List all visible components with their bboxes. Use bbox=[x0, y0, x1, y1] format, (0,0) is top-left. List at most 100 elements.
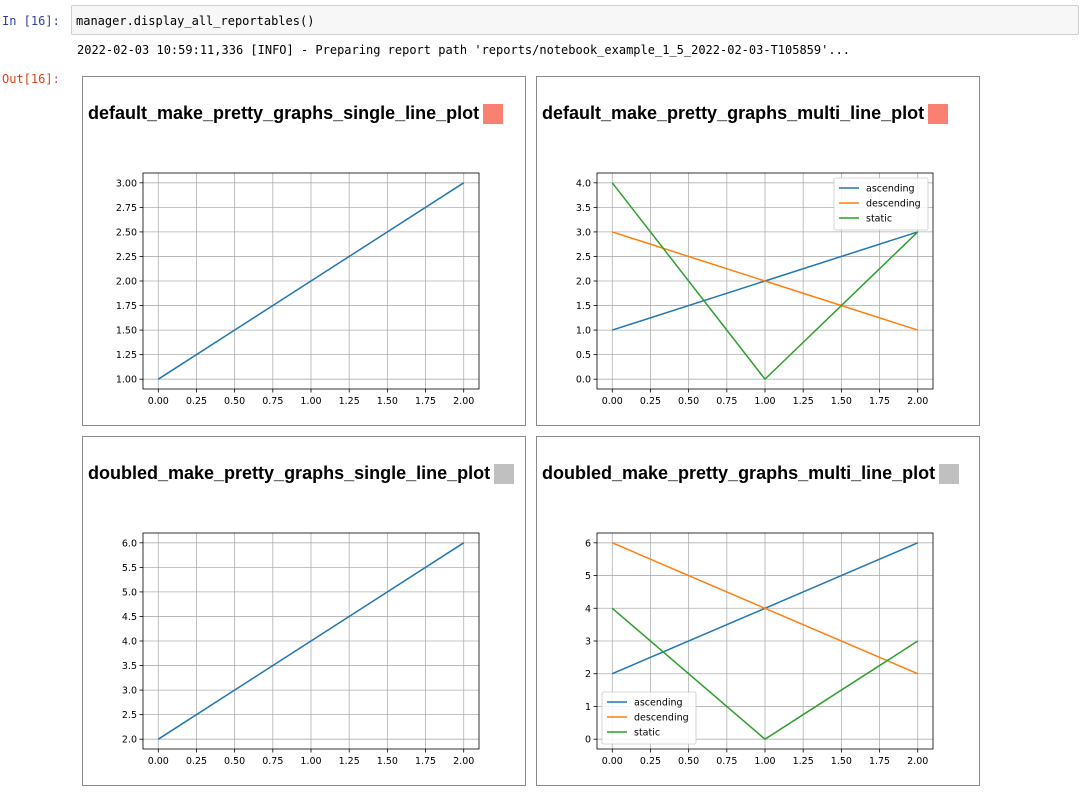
x-tick-label: 1.50 bbox=[377, 396, 398, 407]
y-tick-label: 3 bbox=[585, 637, 591, 648]
panel-doubled-multi: doubled_make_pretty_graphs_multi_line_pl… bbox=[536, 436, 980, 786]
y-tick-label: 4.0 bbox=[122, 637, 137, 648]
panel-title-text: doubled_make_pretty_graphs_multi_line_pl… bbox=[542, 463, 936, 483]
series-line-static bbox=[611, 607, 919, 741]
x-tick-label: 2.00 bbox=[453, 396, 474, 407]
legend-box bbox=[601, 691, 697, 745]
y-tick-label: 2.25 bbox=[116, 252, 137, 263]
x-tick-label: 2.00 bbox=[907, 756, 928, 767]
y-tick-label: 4.5 bbox=[122, 612, 137, 623]
y-tick-label: 5 bbox=[585, 571, 591, 582]
x-tick-label: 0.50 bbox=[224, 756, 245, 767]
x-tick-label: 1.25 bbox=[339, 396, 360, 407]
y-tick-label: 3.5 bbox=[122, 661, 137, 672]
y-tick-label: 0.0 bbox=[576, 375, 591, 386]
status-swatch bbox=[928, 103, 949, 124]
x-tick-label: 1.25 bbox=[793, 756, 814, 767]
out-prompt: Out[16]: bbox=[2, 72, 60, 86]
y-tick-label: 2.0 bbox=[576, 277, 591, 288]
y-tick-label: 0.5 bbox=[576, 350, 591, 361]
x-tick-label: 0.50 bbox=[224, 396, 245, 407]
y-tick-label: 4.0 bbox=[576, 178, 591, 189]
y-tick-label: 3.0 bbox=[576, 227, 591, 238]
x-tick-label: 2.00 bbox=[453, 756, 474, 767]
y-tick-label: 2 bbox=[585, 669, 591, 680]
panel-title: default_make_pretty_graphs_multi_line_pl… bbox=[542, 103, 949, 124]
x-tick-label: 1.00 bbox=[754, 756, 775, 767]
x-tick-label: 0.00 bbox=[148, 396, 169, 407]
panel-title: doubled_make_pretty_graphs_multi_line_pl… bbox=[542, 463, 960, 484]
y-tick-label: 1.0 bbox=[576, 326, 591, 337]
status-swatch bbox=[494, 463, 515, 484]
panel-title: default_make_pretty_graphs_single_line_p… bbox=[88, 103, 504, 124]
chart-doubled-multi: 0.00 0.25 0.50 0.75 1.00 1.25 1.50 1.75 2.00 0 1 2 3… bbox=[585, 532, 934, 767]
legend-label: descending bbox=[866, 199, 921, 210]
panel-default-multi: default_make_pretty_graphs_multi_line_pl… bbox=[536, 76, 980, 426]
x-tick-label: 1.50 bbox=[377, 756, 398, 767]
plot-frame bbox=[142, 532, 480, 750]
y-tick-label: 1.5 bbox=[576, 301, 591, 312]
series-line-static bbox=[611, 182, 919, 381]
x-tick-label: 0.50 bbox=[678, 756, 699, 767]
y-tick-label: 3.5 bbox=[576, 203, 591, 214]
y-tick-label: 1 bbox=[585, 702, 591, 713]
x-tick-label: 0.75 bbox=[262, 756, 283, 767]
y-tick-label: 2.5 bbox=[122, 710, 137, 721]
series-line bbox=[157, 182, 465, 380]
y-tick-label: 2.00 bbox=[116, 277, 137, 288]
code-input[interactable]: manager.display_all_reportables() bbox=[71, 5, 1079, 35]
y-tick-label: 1.75 bbox=[116, 301, 137, 312]
legend-label: ascending bbox=[866, 184, 915, 195]
x-tick-label: 0.00 bbox=[602, 396, 623, 407]
plot-frame bbox=[142, 172, 480, 390]
series-line-descending bbox=[611, 542, 919, 675]
legend-label: ascending bbox=[634, 698, 683, 709]
x-tick-label: 1.75 bbox=[415, 396, 436, 407]
status-swatch bbox=[939, 463, 960, 484]
y-tick-label: 3.00 bbox=[116, 178, 137, 189]
y-tick-label: 2.0 bbox=[122, 735, 137, 746]
chart-default-multi: 0.00 0.25 0.50 0.75 1.00 1.25 1.50 1.75 2.00 0.0 0… bbox=[576, 172, 934, 407]
panel-title-text: doubled_make_pretty_graphs_single_line_p… bbox=[88, 463, 491, 483]
x-tick-label: 0.25 bbox=[186, 396, 207, 407]
log-output: 2022-02-03 10:59:11,336 [INFO] - Prepari… bbox=[77, 43, 851, 57]
chart-default-single: 0.00 0.25 0.50 0.75 1.00 1.25 1.50 1.75 2.00 1.00… bbox=[116, 172, 480, 407]
x-tick-label: 1.50 bbox=[831, 756, 852, 767]
x-tick-label: 1.00 bbox=[754, 396, 775, 407]
x-tick-label: 0.00 bbox=[148, 756, 169, 767]
x-tick-label: 0.25 bbox=[640, 756, 661, 767]
panel-doubled-single: doubled_make_pretty_graphs_single_line_p… bbox=[82, 436, 526, 786]
y-tick-label: 2.75 bbox=[116, 203, 137, 214]
x-tick-label: 0.25 bbox=[186, 756, 207, 767]
panel-title: doubled_make_pretty_graphs_single_line_p… bbox=[88, 463, 515, 484]
y-tick-label: 6 bbox=[585, 538, 591, 549]
x-tick-label: 1.75 bbox=[869, 396, 890, 407]
x-tick-label: 1.00 bbox=[300, 396, 321, 407]
x-tick-label: 1.50 bbox=[831, 396, 852, 407]
panel-title-text: default_make_pretty_graphs_single_line_p… bbox=[88, 103, 480, 123]
x-tick-label: 1.75 bbox=[869, 756, 890, 767]
x-tick-label: 1.25 bbox=[339, 756, 360, 767]
x-tick-label: 1.75 bbox=[415, 756, 436, 767]
series-line bbox=[157, 542, 465, 740]
y-tick-label: 2.50 bbox=[116, 227, 137, 238]
x-tick-label: 1.25 bbox=[793, 396, 814, 407]
legend-label: static bbox=[866, 214, 892, 225]
legend-label: descending bbox=[634, 713, 689, 724]
x-tick-label: 0.25 bbox=[640, 396, 661, 407]
chart-doubled-single: 0.00 0.25 0.50 0.75 1.00 1.25 1.50 1.75 2.00 2.0 2… bbox=[122, 532, 480, 767]
panel-title-text: default_make_pretty_graphs_multi_line_pl… bbox=[542, 103, 925, 123]
y-tick-label: 5.0 bbox=[122, 587, 137, 598]
y-tick-label: 0 bbox=[585, 735, 591, 746]
panel-default-single: default_make_pretty_graphs_single_line_p… bbox=[82, 76, 526, 426]
plot-frame bbox=[596, 532, 934, 750]
y-tick-label: 1.00 bbox=[116, 375, 137, 386]
x-tick-label: 1.00 bbox=[300, 756, 321, 767]
in-prompt: In [16]: bbox=[2, 14, 60, 28]
legend-box bbox=[833, 177, 929, 231]
y-tick-label: 1.25 bbox=[116, 350, 137, 361]
plot-frame bbox=[596, 172, 934, 390]
y-tick-label: 5.5 bbox=[122, 563, 137, 574]
legend-label: static bbox=[634, 728, 660, 739]
x-tick-label: 2.00 bbox=[907, 396, 928, 407]
